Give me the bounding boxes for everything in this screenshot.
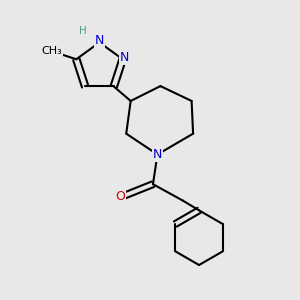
Text: N: N bbox=[153, 148, 162, 161]
Text: N: N bbox=[95, 34, 104, 47]
Text: O: O bbox=[115, 190, 125, 202]
Text: H: H bbox=[79, 26, 87, 36]
Text: N: N bbox=[119, 51, 129, 64]
Text: CH₃: CH₃ bbox=[42, 46, 62, 56]
